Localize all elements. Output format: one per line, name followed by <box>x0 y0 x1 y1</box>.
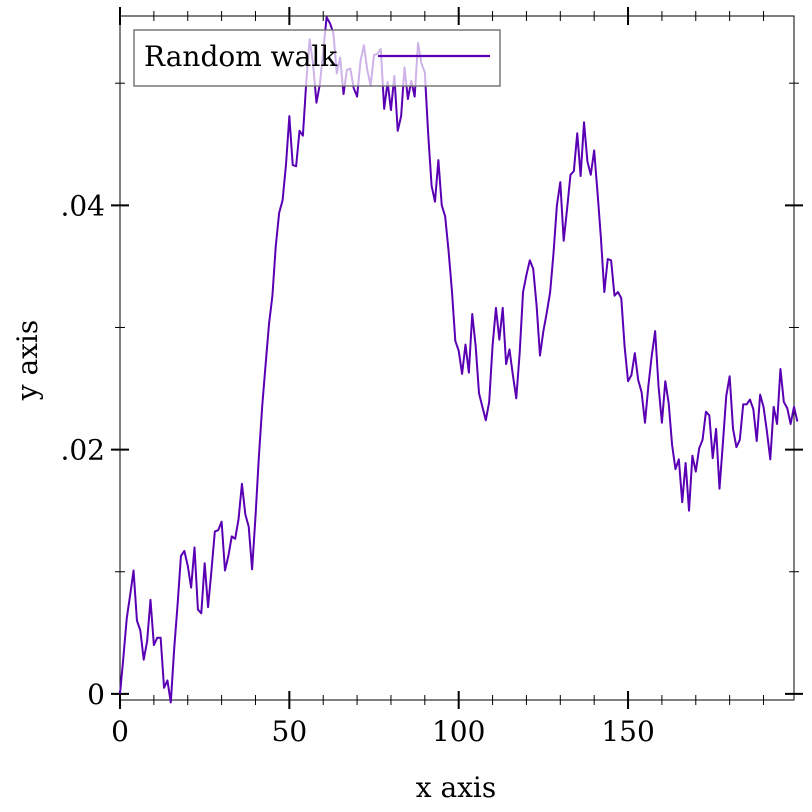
y-tick-label: 0 <box>87 678 105 711</box>
legend-label: Random walk <box>144 40 338 73</box>
legend: Random walk <box>133 29 501 87</box>
x-tick-label: 100 <box>432 715 485 748</box>
x-tick-label: 50 <box>272 715 308 748</box>
y-axis-title: y axis <box>11 320 44 402</box>
y-tick-label: .02 <box>60 434 105 467</box>
random-walk-line <box>119 16 799 704</box>
x-tick-label: 150 <box>601 715 654 748</box>
y-tick-label: .04 <box>60 189 105 222</box>
axes-layer: 0 50 100 150 0 .02 .04 <box>60 7 803 748</box>
legend-box <box>133 29 501 87</box>
plot-layer <box>119 16 799 704</box>
x-axis-title: x axis <box>416 771 497 804</box>
plot-frame <box>119 15 795 701</box>
x-tick-label: 0 <box>111 715 129 748</box>
